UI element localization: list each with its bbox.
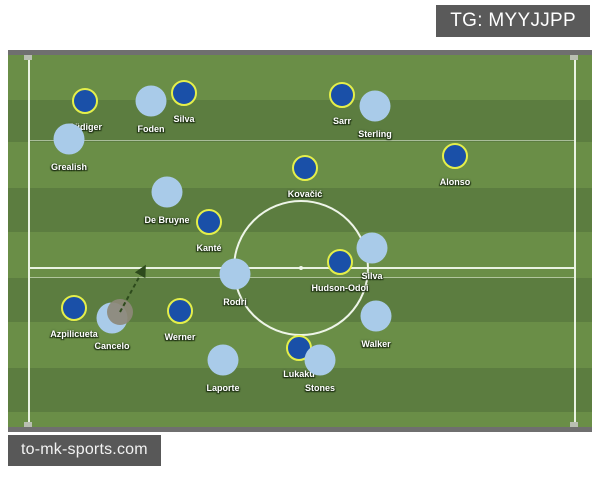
corner-marker-bottom-left bbox=[24, 422, 32, 427]
player-disc-team-b bbox=[135, 85, 167, 117]
player-disc-team-a bbox=[167, 298, 193, 324]
player-disc-team-a bbox=[329, 82, 355, 108]
player-name-label: Silva bbox=[173, 114, 195, 124]
pitch-left-touchline bbox=[28, 55, 30, 427]
player-name-label: De Bruyne bbox=[144, 215, 190, 225]
corner-marker-bottom-right bbox=[570, 422, 578, 427]
player-disc-team-a bbox=[292, 155, 318, 181]
pitch-stripe bbox=[8, 412, 592, 427]
tag-badge: TG: MYYJJPP bbox=[436, 5, 590, 37]
player-name-label: Walker bbox=[361, 339, 391, 349]
player-disc-team-b bbox=[359, 90, 391, 122]
site-watermark: to-mk-sports.com bbox=[8, 435, 161, 466]
pitch-area-line-top bbox=[28, 140, 576, 141]
player-name-label: Sarr bbox=[332, 116, 352, 126]
player-disc-team-b bbox=[304, 344, 336, 376]
pitch-top-edge bbox=[8, 50, 592, 55]
player-disc-team-b bbox=[360, 300, 392, 332]
player-disc-team-a bbox=[442, 143, 468, 169]
player-name-label: Cancelo bbox=[94, 341, 130, 351]
player-disc-team-b bbox=[151, 176, 183, 208]
player-name-label: Silva bbox=[361, 271, 383, 281]
player-name-label: Hudson-Odoi bbox=[311, 283, 369, 293]
pitch-right-touchline bbox=[574, 55, 576, 427]
player-name-label: Azpilicueta bbox=[50, 329, 98, 339]
player-name-label: Lukaku bbox=[283, 369, 315, 379]
player-name-label: Sterling bbox=[358, 129, 392, 139]
pitch-stripe bbox=[8, 368, 592, 412]
player-disc-team-a bbox=[196, 209, 222, 235]
player-disc-team-a bbox=[171, 80, 197, 106]
player-name-label: Foden bbox=[137, 124, 165, 134]
pitch-stripe bbox=[8, 100, 592, 142]
player-name-label: Kovačić bbox=[287, 189, 323, 199]
pitch-bottom-edge bbox=[8, 427, 592, 432]
player-name-label: Werner bbox=[164, 332, 196, 342]
player-name-label: Grealish bbox=[50, 162, 88, 172]
ball-icon bbox=[107, 299, 133, 325]
player-disc-team-b bbox=[53, 123, 85, 155]
player-disc-team-b bbox=[207, 344, 239, 376]
player-disc-team-b bbox=[356, 232, 388, 264]
player-disc-team-a bbox=[327, 249, 353, 275]
player-disc-team-a bbox=[61, 295, 87, 321]
center-spot bbox=[299, 266, 303, 270]
football-pitch: Rüdiger Foden Silva Sarr Sterling Grealish Kov… bbox=[8, 50, 592, 432]
player-name-label: Laporte bbox=[206, 383, 240, 393]
corner-marker-top-right bbox=[570, 55, 578, 60]
player-name-label: Rodri bbox=[223, 297, 247, 307]
player-name-label: Stones bbox=[304, 383, 336, 393]
player-disc-team-b bbox=[219, 258, 251, 290]
player-name-label: Rüdiger bbox=[67, 122, 103, 132]
pitch-stripe bbox=[8, 55, 592, 100]
player-disc-team-a bbox=[72, 88, 98, 114]
corner-marker-top-left bbox=[24, 55, 32, 60]
player-name-label: Kanté bbox=[196, 243, 222, 253]
player-name-label: Alonso bbox=[439, 177, 471, 187]
